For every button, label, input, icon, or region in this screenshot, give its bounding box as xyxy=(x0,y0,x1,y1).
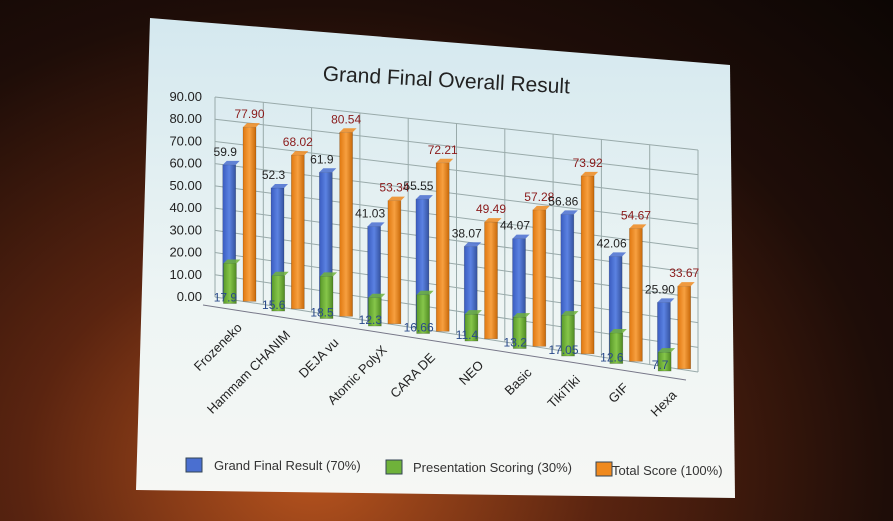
bar-top xyxy=(222,160,240,165)
y-tick-label: 20.00 xyxy=(169,245,202,260)
bar-value-label: 11.4 xyxy=(456,328,479,342)
bar-top xyxy=(512,234,530,239)
bar-value-label: 73.92 xyxy=(573,156,603,170)
bar-value-label: 18.5 xyxy=(310,306,334,320)
bar-value-label: 80.54 xyxy=(331,112,361,126)
bar-value-label: 49.49 xyxy=(476,202,506,216)
legend-swatch-presentation xyxy=(385,459,403,475)
bar-value-label: 12.6 xyxy=(600,351,624,365)
bar-value-label: 17.9 xyxy=(214,291,238,305)
bar-top xyxy=(513,313,531,318)
y-tick-label: 50.00 xyxy=(169,178,202,193)
y-tick-label: 30.00 xyxy=(169,222,202,237)
bar-top xyxy=(677,282,695,287)
bar-value-label: 77.90 xyxy=(234,107,264,121)
bar-top xyxy=(560,210,578,215)
bar-top xyxy=(319,168,337,173)
bar-value-label: 72.21 xyxy=(428,143,458,157)
bar-total xyxy=(435,162,450,332)
legend-label-grand-final: Grand Final Result (70%) xyxy=(214,458,361,473)
bar-top xyxy=(387,196,405,201)
legend-swatch-grand-final xyxy=(185,457,203,473)
bar-value-label: 61.9 xyxy=(310,152,334,166)
bar-top xyxy=(291,151,309,156)
bar-top xyxy=(609,328,627,333)
y-tick-label: 0.00 xyxy=(177,289,202,304)
y-tick-label: 80.00 xyxy=(169,111,202,126)
bar-top xyxy=(609,252,627,257)
y-tick-label: 70.00 xyxy=(169,133,202,148)
bar-top xyxy=(658,348,676,353)
chart-bars: 59.9 17.9 77.90 52.3 15.6 68.02 61.9 18.5 80.54 4… xyxy=(214,107,700,372)
bar-top xyxy=(436,158,454,163)
bar-value-label: 52.3 xyxy=(262,168,286,182)
y-axis-ticks: 0.00 10.00 20.00 30.00 40.00 50.00 60.00 70.00 8… xyxy=(169,89,202,304)
bar-top xyxy=(464,310,482,315)
bar-top xyxy=(416,290,434,295)
bar-top xyxy=(320,272,338,277)
bar-value-label: 56.86 xyxy=(548,194,578,208)
bar-value-label: 25.90 xyxy=(645,282,675,296)
bar-value-label: 68.02 xyxy=(283,135,313,149)
bar-value-label: 17.05 xyxy=(549,343,579,357)
y-tick-label: 40.00 xyxy=(169,200,202,215)
bar-top xyxy=(271,271,289,276)
bar-top xyxy=(243,123,261,128)
bar-value-label: 54.67 xyxy=(621,208,651,222)
bar-value-label: 44.07 xyxy=(500,219,530,233)
legend-swatch-total xyxy=(595,461,613,477)
bar-top xyxy=(415,195,433,200)
bar-top xyxy=(561,311,579,316)
bar-value-label: 7.7 xyxy=(652,358,669,372)
bar-value-label: 42.06 xyxy=(597,236,627,250)
bar-value-label: 53.34 xyxy=(379,181,409,195)
bar-value-label: 38.07 xyxy=(452,226,482,240)
bar-total xyxy=(387,200,402,325)
bar-total xyxy=(580,175,595,355)
bar-total xyxy=(484,221,498,340)
y-tick-label: 90.00 xyxy=(169,89,202,104)
bar-value-label: 15.6 xyxy=(262,298,286,312)
bar-top xyxy=(464,242,482,247)
bar-total xyxy=(629,228,643,362)
bar-value-label: 55.55 xyxy=(403,179,433,193)
bar-total xyxy=(291,154,305,310)
y-tick-label: 60.00 xyxy=(169,156,202,171)
bar-top xyxy=(532,205,550,210)
bar-value-label: 57.28 xyxy=(524,190,554,204)
chart-legend: Grand Final Result (70%) Presentation Sc… xyxy=(185,457,723,478)
bar-value-label: 16.66 xyxy=(404,321,434,335)
bar-value-label: 33.67 xyxy=(669,266,699,280)
bar-top xyxy=(368,293,386,298)
bar-top xyxy=(223,259,241,264)
bar-top xyxy=(629,224,647,229)
bar-top xyxy=(339,128,357,133)
bar-top xyxy=(484,218,502,223)
bar-value-label: 41.03 xyxy=(355,206,385,220)
bar-top xyxy=(657,298,675,303)
legend-label-total: Total Score (100%) xyxy=(612,463,723,478)
floor-edge xyxy=(202,304,687,381)
bar-total xyxy=(677,285,692,370)
bar-total xyxy=(339,131,353,317)
bar-value-label: 13.2 xyxy=(504,336,528,350)
bar-top xyxy=(581,171,599,176)
bar-value-label: 12.3 xyxy=(359,313,383,327)
chart-grid xyxy=(202,96,699,381)
bar-total xyxy=(242,126,257,302)
bar-total xyxy=(532,209,547,347)
bar-top xyxy=(367,222,385,227)
legend-label-presentation: Presentation Scoring (30%) xyxy=(413,460,572,475)
y-tick-label: 10.00 xyxy=(169,267,202,282)
bar-top xyxy=(271,183,289,188)
bar-value-label: 59.9 xyxy=(214,145,238,159)
